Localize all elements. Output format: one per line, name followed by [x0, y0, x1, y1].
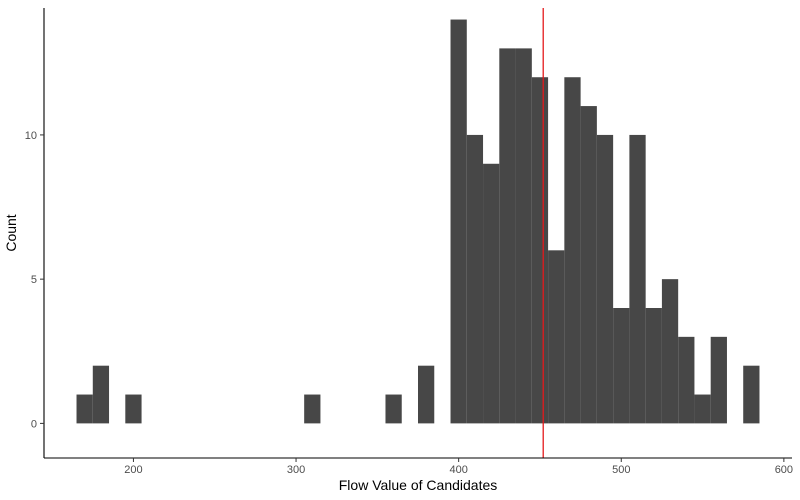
histogram-bar	[385, 394, 402, 424]
y-tick-label: 5	[31, 274, 37, 286]
histogram-bar	[678, 336, 695, 424]
histogram-bar	[304, 394, 321, 424]
x-tick-label: 300	[287, 464, 305, 476]
histogram-bar	[629, 134, 646, 424]
histogram-bar	[548, 250, 565, 424]
histogram-bar	[743, 365, 760, 424]
histogram-bar	[531, 77, 549, 424]
histogram-bar	[418, 365, 435, 424]
histogram-bar	[564, 77, 581, 424]
x-tick-label: 200	[124, 464, 142, 476]
histogram-bar	[596, 134, 614, 424]
y-tick-label: 10	[25, 130, 37, 142]
histogram-bar	[613, 308, 630, 424]
histogram-bar	[76, 394, 93, 424]
histogram-bar	[499, 48, 516, 424]
histogram-bar	[483, 163, 500, 424]
x-tick-label: 600	[775, 464, 793, 476]
y-axis-ticks: 0 5 10	[25, 130, 44, 430]
histogram-bar	[450, 19, 467, 424]
x-axis-title: Flow Value of Candidates	[339, 477, 498, 493]
histogram-bar	[694, 394, 711, 424]
histogram-bar	[645, 308, 662, 424]
histogram-bars	[76, 19, 760, 424]
histogram-bar	[125, 394, 142, 424]
histogram-bar	[466, 134, 484, 424]
x-axis-ticks: 200 300 400 500 600	[124, 458, 793, 476]
y-axis-title: Count	[3, 214, 19, 251]
histogram-bar	[661, 279, 679, 424]
axes	[43, 8, 792, 459]
x-tick-label: 500	[612, 464, 630, 476]
histogram-bar	[710, 336, 727, 424]
x-tick-label: 400	[449, 464, 467, 476]
histogram-bar	[515, 48, 532, 424]
histogram-bar	[92, 365, 110, 424]
y-tick-label: 0	[31, 418, 37, 430]
histogram-bar	[580, 106, 597, 424]
